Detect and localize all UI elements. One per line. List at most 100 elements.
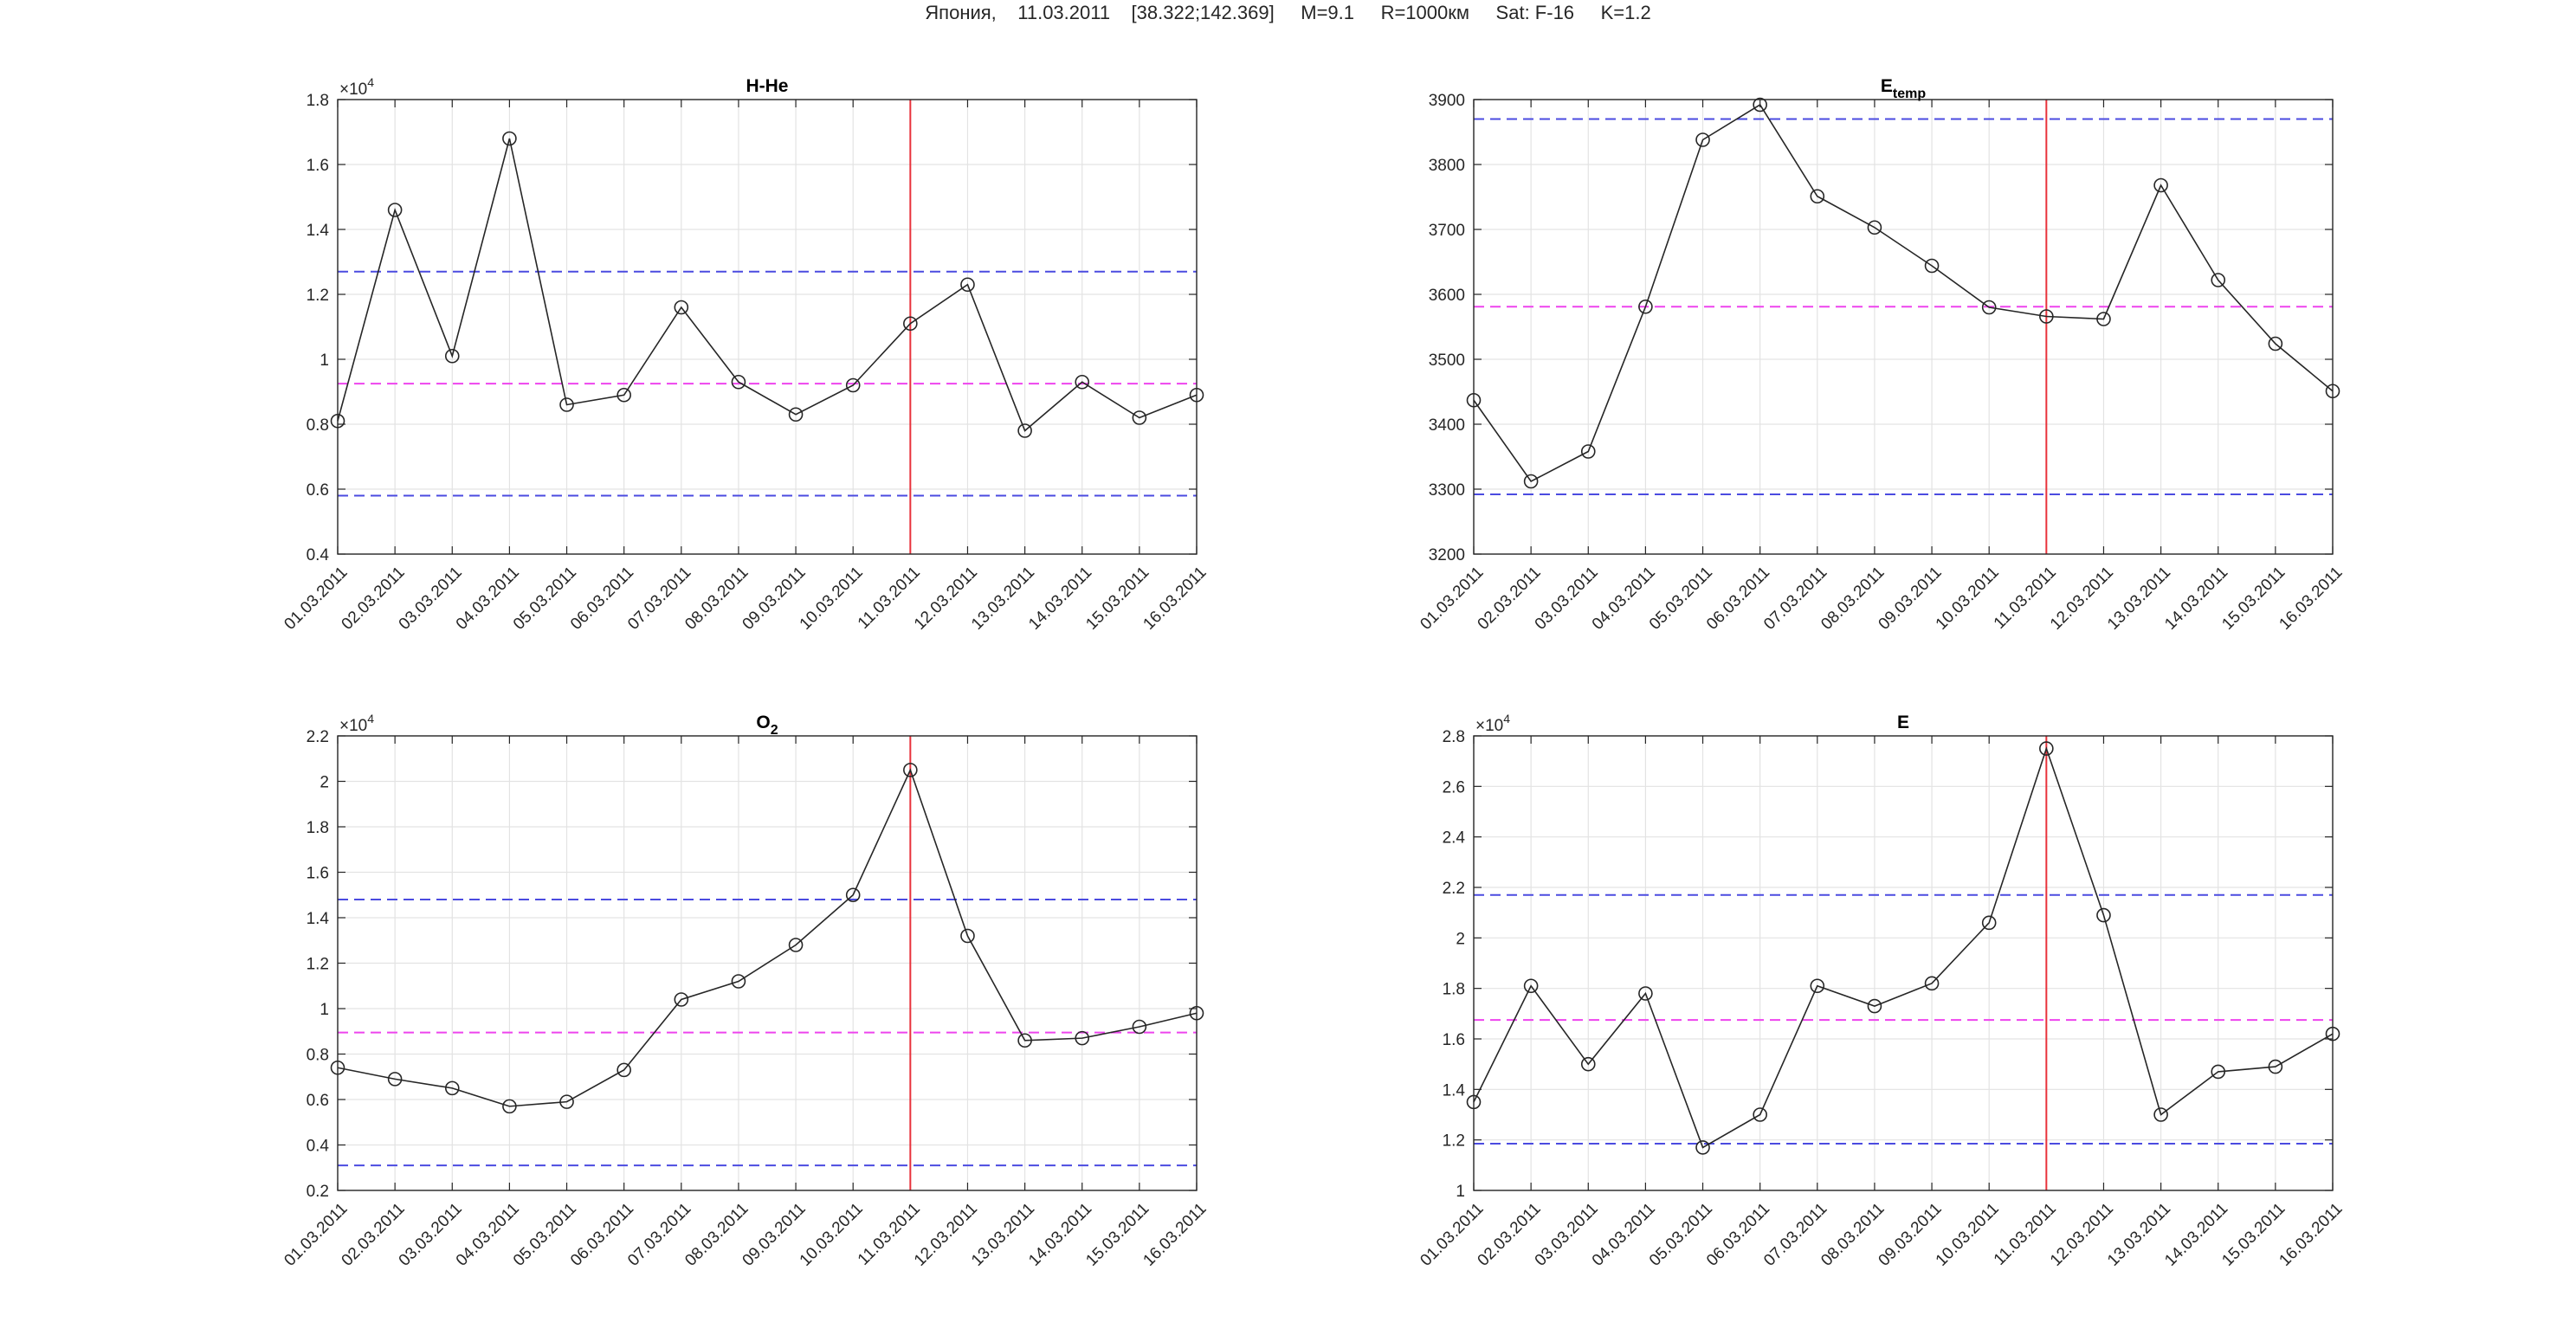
data-point [731, 374, 746, 390]
data-point [1810, 978, 1825, 994]
y-tick-label: 2.6 [1443, 778, 1465, 796]
data-point [1638, 299, 1653, 314]
data-point [559, 397, 574, 412]
data-point [2268, 1059, 2283, 1074]
plot-area [1474, 100, 2333, 554]
subplot-title-subscript: 2 [771, 723, 778, 738]
y-tick-label: 0.4 [307, 546, 330, 564]
y-exponent-power: 4 [367, 712, 374, 726]
y-exponent-power: 4 [1503, 712, 1510, 726]
y-tick-label: 2.8 [1443, 728, 1465, 746]
y-tick-label: 1.4 [307, 910, 330, 928]
data-point [1075, 374, 1090, 390]
y-exponent-label: ×104 [339, 712, 374, 735]
data-point [2039, 309, 2054, 324]
y-tick-label: 3800 [1429, 157, 1465, 175]
data-point [1924, 976, 1940, 991]
y-tick-label: 1.6 [307, 157, 329, 175]
y-tick-label: 0.8 [307, 416, 329, 435]
subplot-title: H-He [746, 76, 788, 96]
y-tick-label: 0.8 [307, 1047, 329, 1065]
y-tick-label: 1.6 [1443, 1031, 1465, 1049]
y-tick-label: 1 [320, 351, 329, 370]
y-tick-label: 2.2 [1443, 880, 1465, 898]
data-point [2039, 741, 2054, 756]
data-point [1075, 1030, 1090, 1046]
data-point [502, 1099, 517, 1114]
y-tick-label: 1.2 [307, 956, 329, 974]
series-line [337, 768, 1198, 1107]
data-point [559, 1094, 574, 1109]
data-point [444, 1080, 460, 1096]
data-point [2211, 273, 2226, 287]
data-point [788, 938, 804, 952]
y-tick-label: 2.4 [1443, 829, 1466, 848]
data-point [387, 203, 403, 217]
figure-suptitle: Япония, 11.03.2011 [38.322;142.369] M=9.… [925, 2, 1651, 23]
data-point [788, 407, 804, 422]
data-point [2096, 907, 2111, 923]
y-tick-label: 3900 [1429, 92, 1465, 110]
y-tick-label: 3700 [1429, 222, 1465, 240]
data-point [1981, 300, 1997, 315]
subplot-title: O2 [756, 713, 778, 738]
data-point [845, 377, 861, 393]
y-exponent-base: ×10 [339, 81, 367, 99]
y-tick-label: 1.4 [1443, 1081, 1466, 1100]
subplot-title-main: H-He [746, 76, 788, 96]
axes-box [1473, 735, 2334, 1191]
y-tick-label: 3300 [1429, 481, 1465, 500]
data-point [1867, 220, 1882, 235]
data-point [1017, 1033, 1032, 1048]
data-point [1580, 1056, 1596, 1072]
y-tick-label: 3400 [1429, 416, 1465, 435]
y-tick-label: 2 [320, 774, 329, 792]
y-tick-label: 0.6 [307, 1092, 329, 1110]
data-point [1132, 1019, 1147, 1035]
data-point [1753, 1107, 1767, 1122]
data-point [1924, 258, 1940, 274]
subplot-title-subscript: temp [1893, 87, 1926, 101]
data-point [1981, 915, 1997, 931]
subplot-title-main: E [1881, 76, 1893, 96]
data-point [2153, 177, 2168, 193]
y-tick-label: 0.4 [307, 1138, 330, 1156]
data-point [903, 316, 918, 332]
data-point [1867, 998, 1882, 1014]
data-point [502, 131, 517, 146]
plot-area [338, 100, 1197, 554]
axes-box [1473, 99, 2334, 555]
y-tick-label: 1 [320, 1001, 329, 1019]
y-exponent-label: ×104 [339, 75, 374, 99]
y-tick-label: 1.2 [307, 287, 329, 305]
data-point [674, 300, 689, 315]
data-point [1753, 97, 1767, 113]
data-point [1017, 423, 1032, 438]
subplot-2: 3200330034003500360037003800390001.03.20… [1417, 76, 2346, 634]
axes-box [337, 735, 1198, 1191]
y-tick-label: 3500 [1429, 351, 1465, 370]
data-point [845, 887, 861, 903]
data-point [2153, 1107, 2168, 1122]
subplot-title: Etemp [1881, 76, 1926, 101]
data-point [1523, 474, 1539, 489]
y-exponent-base: ×10 [1475, 717, 1503, 735]
y-exponent-power: 4 [367, 75, 374, 89]
data-point [1580, 444, 1596, 459]
data-point [2211, 1064, 2226, 1080]
data-point [1132, 410, 1147, 425]
y-tick-label: 0.6 [307, 481, 329, 500]
y-tick-label: 3200 [1429, 546, 1465, 564]
data-point [1695, 132, 1710, 147]
data-point [444, 348, 460, 364]
data-point [731, 974, 746, 989]
data-point [1638, 986, 1653, 1001]
subplot-1: 0.40.60.811.21.41.61.801.03.201102.03.20… [281, 75, 1210, 634]
data-point [617, 387, 631, 403]
data-point [2096, 312, 2111, 326]
data-point [903, 763, 918, 777]
y-tick-label: 1.8 [307, 819, 329, 837]
y-exponent-label: ×104 [1475, 712, 1510, 735]
subplot-3: 0.20.40.60.811.21.41.61.822.201.03.20110… [281, 712, 1210, 1270]
subplot-title-main: O [756, 713, 770, 732]
